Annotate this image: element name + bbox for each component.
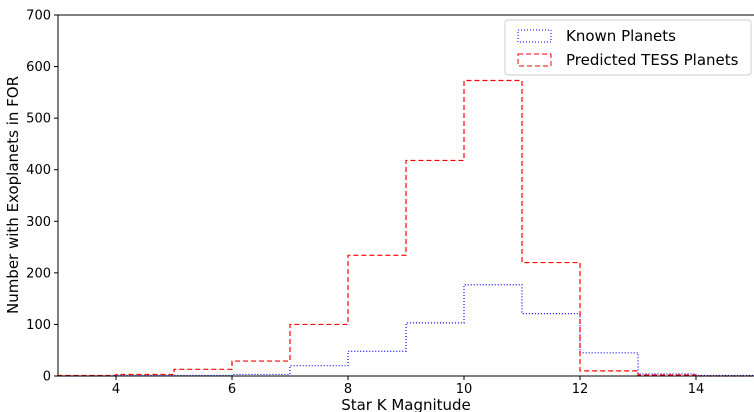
x-tick-label: 4 (112, 382, 120, 397)
y-tick-label: 0 (43, 370, 51, 385)
x-tick-label: 8 (344, 382, 352, 397)
y-tick-label: 100 (26, 318, 51, 333)
legend-swatch-known-planets (517, 29, 552, 43)
legend-label-known-planets: Known Planets (566, 27, 676, 45)
y-tick-label: 400 (26, 163, 51, 178)
bin-predicted-12-13 (580, 371, 638, 376)
x-tick-label: 6 (228, 382, 236, 397)
legend-label-predicted-tess-planets: Predicted TESS Planets (566, 51, 739, 69)
bin-predicted-7-8 (290, 324, 348, 376)
bin-predicted-8-9 (348, 255, 406, 376)
axes-layer (57, 14, 754, 377)
y-tick-label: 300 (26, 215, 51, 230)
bin-predicted-5-6 (174, 369, 232, 376)
bin-predicted-10-11 (464, 80, 522, 376)
bin-predicted-6-7 (232, 361, 290, 376)
x-axis-label: Star K Magnitude (341, 396, 471, 412)
y-ticks: 0 100 200 300 400 500 600 700 (26, 9, 58, 385)
y-tick-label: 700 (26, 9, 51, 24)
legend-box (504, 19, 752, 76)
legend-swatch-predicted-tess-planets (517, 53, 552, 67)
y-tick-label: 200 (26, 266, 51, 281)
x-tick-label: 12 (572, 382, 589, 397)
x-tick-label: 14 (688, 382, 705, 397)
series-predicted-tess-planets-step (57, 79, 754, 377)
bin-predicted-9-10 (406, 160, 464, 376)
y-tick-label: 600 (26, 60, 51, 75)
bin-predicted-11-12 (522, 263, 580, 376)
series-layer (57, 79, 754, 377)
x-tick-label: 10 (456, 382, 473, 397)
x-ticks: 4 6 8 10 12 14 (112, 376, 704, 397)
y-tick-label: 500 (26, 112, 51, 127)
legend: Known Planets Predicted TESS Planets (504, 19, 752, 76)
y-axis-label: Number with Exoplanets in FOR (4, 76, 22, 314)
